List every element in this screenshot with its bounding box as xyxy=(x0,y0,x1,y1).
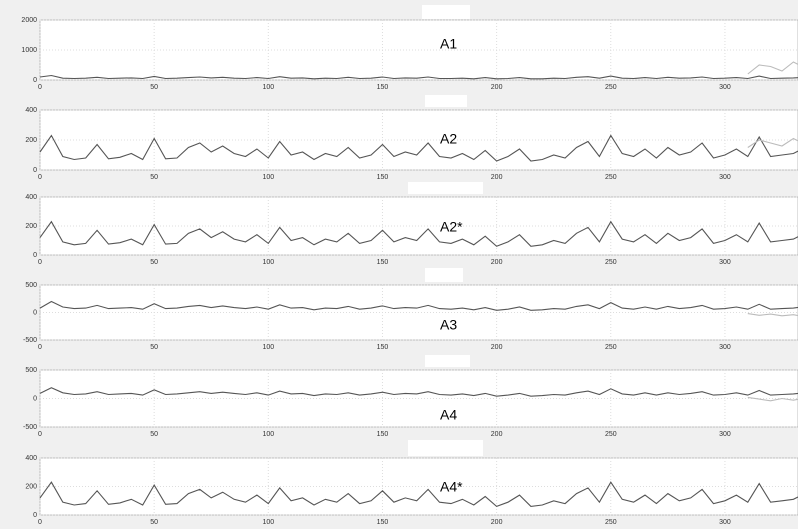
y-tick-label: 1000 xyxy=(21,47,37,54)
title-box xyxy=(425,95,467,107)
x-tick-label: 100 xyxy=(262,344,274,351)
data-line xyxy=(747,61,798,75)
x-tick-label: 50 xyxy=(150,84,158,91)
data-line xyxy=(39,300,798,311)
y-tick-label: 200 xyxy=(25,137,37,144)
x-tick-label: 150 xyxy=(377,84,389,91)
y-tick-label: 400 xyxy=(25,455,37,462)
y-tick-label: 400 xyxy=(25,107,37,114)
y-tick-label: 200 xyxy=(25,483,37,490)
title-box xyxy=(408,182,483,194)
x-tick-label: 100 xyxy=(262,519,274,526)
data-line xyxy=(39,220,798,247)
y-tick-label: 0 xyxy=(33,167,37,174)
y-tick-label: 500 xyxy=(25,367,37,374)
x-tick-label: 100 xyxy=(262,431,274,438)
data-line xyxy=(39,74,798,80)
panel-title: A1 xyxy=(440,36,457,52)
x-tick-label: 150 xyxy=(377,519,389,526)
x-tick-label: 0 xyxy=(38,84,42,91)
panel-title: A2 xyxy=(440,131,457,147)
x-tick-label: 150 xyxy=(377,174,389,181)
y-tick-label: 0 xyxy=(33,512,37,519)
x-tick-label: 100 xyxy=(262,259,274,266)
title-box xyxy=(425,268,463,282)
x-tick-label: 100 xyxy=(262,84,274,91)
y-tick-label: 0 xyxy=(33,309,37,316)
x-tick-label: 0 xyxy=(38,174,42,181)
data-line xyxy=(747,396,798,402)
x-tick-label: 150 xyxy=(377,259,389,266)
x-tick-label: 0 xyxy=(38,259,42,266)
x-tick-label: 50 xyxy=(150,259,158,266)
y-tick-label: 0 xyxy=(33,395,37,402)
x-tick-label: 0 xyxy=(38,431,42,438)
title-box xyxy=(425,355,470,367)
x-tick-label: 250 xyxy=(605,174,617,181)
x-tick-label: 0 xyxy=(38,344,42,351)
panel-title: A3 xyxy=(440,317,457,333)
panel-title: A4 xyxy=(440,407,457,423)
x-tick-label: 300 xyxy=(719,174,731,181)
y-tick-label: 2000 xyxy=(21,17,37,24)
panel-title: A2* xyxy=(440,219,463,235)
data-line xyxy=(39,134,798,162)
y-tick-label: -500 xyxy=(23,337,37,344)
x-tick-label: 250 xyxy=(605,431,617,438)
x-tick-label: 300 xyxy=(719,519,731,526)
x-tick-label: 200 xyxy=(491,174,503,181)
title-box xyxy=(408,440,483,456)
data-line xyxy=(39,387,798,397)
y-tick-label: -500 xyxy=(23,424,37,431)
y-tick-label: 400 xyxy=(25,194,37,201)
y-tick-label: 0 xyxy=(33,252,37,259)
x-tick-label: 200 xyxy=(491,344,503,351)
x-tick-label: 300 xyxy=(719,84,731,91)
x-tick-label: 100 xyxy=(262,174,274,181)
x-tick-label: 0 xyxy=(38,519,42,526)
x-tick-label: 300 xyxy=(719,259,731,266)
y-tick-label: 500 xyxy=(25,282,37,289)
x-tick-label: 200 xyxy=(491,519,503,526)
x-tick-label: 250 xyxy=(605,519,617,526)
x-tick-label: 50 xyxy=(150,174,158,181)
panel-title: A4* xyxy=(440,479,463,495)
y-tick-label: 200 xyxy=(25,223,37,230)
x-tick-label: 50 xyxy=(150,519,158,526)
data-line xyxy=(747,137,798,148)
x-tick-label: 200 xyxy=(491,259,503,266)
x-tick-label: 200 xyxy=(491,84,503,91)
x-tick-label: 50 xyxy=(150,431,158,438)
y-tick-label: 0 xyxy=(33,77,37,84)
x-tick-label: 250 xyxy=(605,84,617,91)
x-tick-label: 150 xyxy=(377,344,389,351)
x-tick-label: 250 xyxy=(605,344,617,351)
x-tick-label: 250 xyxy=(605,259,617,266)
x-tick-label: 200 xyxy=(491,431,503,438)
x-tick-label: 300 xyxy=(719,344,731,351)
data-line xyxy=(39,481,798,508)
x-tick-label: 300 xyxy=(719,431,731,438)
x-tick-label: 50 xyxy=(150,344,158,351)
title-box xyxy=(422,5,470,19)
data-line xyxy=(747,313,798,317)
x-tick-label: 150 xyxy=(377,431,389,438)
